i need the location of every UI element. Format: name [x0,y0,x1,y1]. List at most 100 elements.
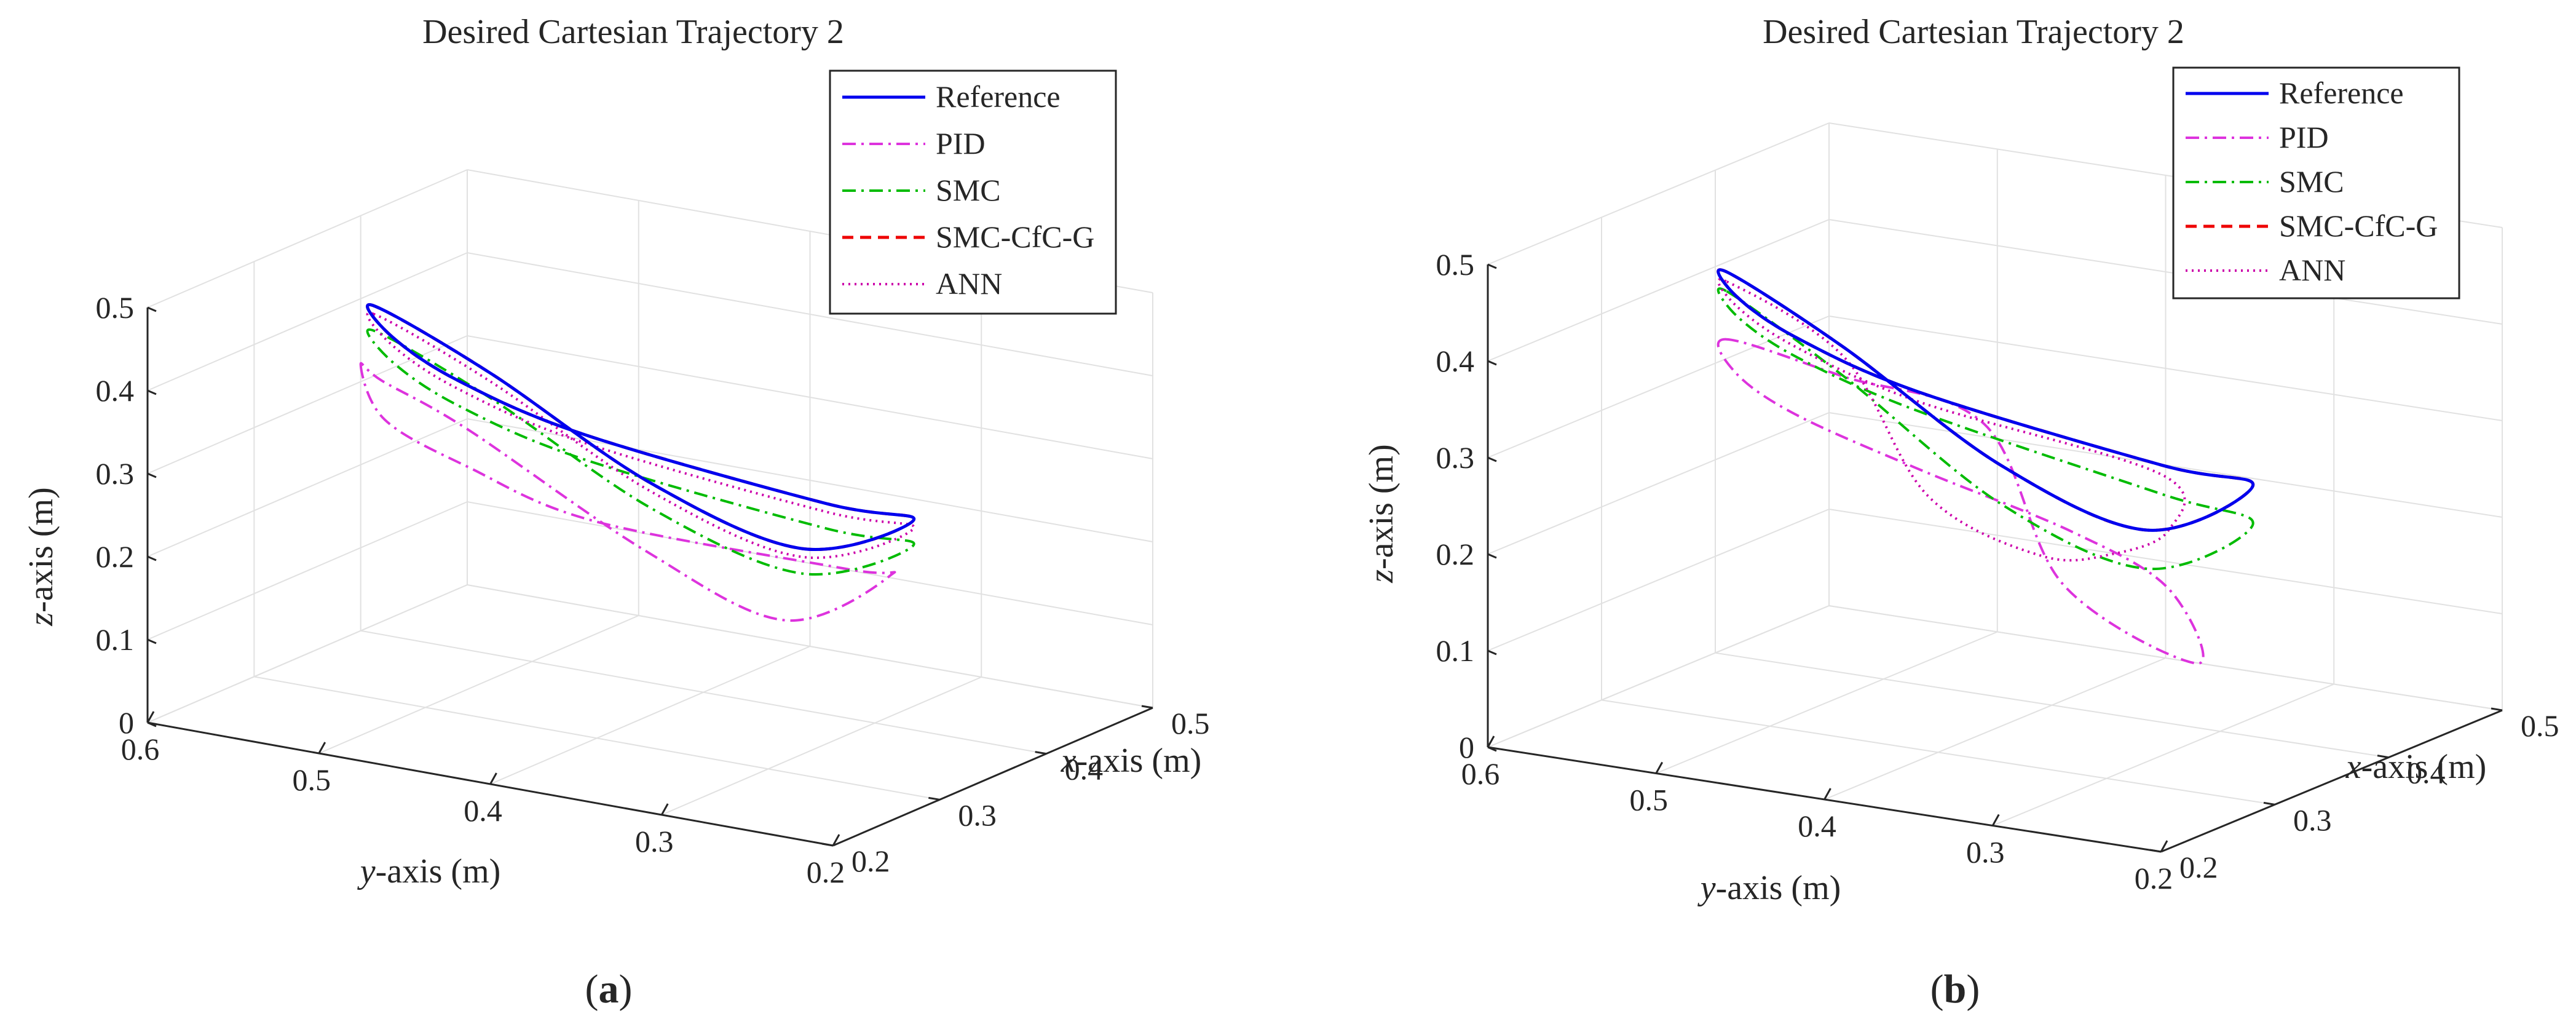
tick-mark [1487,263,1497,269]
y-tick-label: 0.3 [1966,835,2005,870]
x-tick-label: 0.4 [1065,752,1104,787]
floor-grid-line [318,615,639,754]
z-tick-label: 0.4 [1436,344,1475,378]
side-wall-grid-line [1487,412,1830,555]
tick-mark [147,638,157,644]
x-tick-label: 0.5 [1171,706,1210,740]
tick-mark [2149,849,2162,853]
x-axis-line [2160,709,2503,853]
panel-caption: (b) [1930,967,1980,1012]
legend-label-smc-cfc-g: SMC-CfC-G [2279,208,2438,243]
side-wall-grid-line [147,169,468,308]
series-line-pid [359,362,896,622]
floor-grid-line [1992,683,2334,827]
tick-mark [1991,814,2000,827]
y-tick-label: 0.5 [293,763,331,797]
y-tick-label: 0.6 [121,732,160,766]
tick-mark [2160,840,2168,852]
chart-title: Desired Cartesian Trajectory 2 [1763,13,2184,51]
z-tick-label: 0.1 [96,622,135,657]
y-axis-label: y-axis (m) [1697,869,1841,907]
floor-grid-line [1656,631,1998,774]
back-wall-grid-line [1828,315,2503,421]
axis-lines [1487,263,2503,853]
x-tick-label: 0.2 [2179,850,2218,884]
floor-grid-line [1824,657,2166,800]
series-line-smc [1717,287,2254,571]
legend-label-smc: SMC [2279,164,2344,199]
chart-title: Desired Cartesian Trajectory 2 [422,13,844,51]
tick-mark [1487,746,1497,752]
x-tick-label: 0.4 [2407,756,2446,790]
legend: Reference PID SMC SMC-CfC-G ANN [829,69,1117,315]
legend: Reference PID SMC SMC-CfC-G ANN [2172,66,2460,299]
z-tick-label: 0 [1459,730,1474,764]
trajectory-series [359,303,916,622]
side-wall-grid-line [1487,219,1830,362]
back-wall-grid-line [1828,509,2503,614]
tick-mark [147,389,157,395]
side-wall-grid-line [147,418,468,557]
z-axis-label: z-axis (m) [22,487,60,627]
series-line-ann [366,312,915,559]
side-wall-grid-line [147,501,468,640]
floor-grid-line [490,646,810,785]
back-wall-grid-line [467,335,1153,459]
tick-mark [1487,360,1497,366]
side-wall-grid-line [1487,315,1830,458]
series-line-ann [1717,278,2186,562]
z-tick-label: 0.5 [1436,247,1475,282]
x-axis-line [832,707,1153,847]
tick-mark [660,803,669,815]
legend-label-smc-cfc-g: SMC-CfC-G [936,220,1094,254]
side-wall-grid-line [1487,605,1830,748]
back-wall-grid-line [1828,219,2503,325]
axis-lines [146,306,1153,847]
side-wall-grid-line [147,335,468,474]
z-axis-label: z-axis (m) [1362,444,1401,584]
trajectory-series [1717,268,2255,665]
tick-mark [1655,761,1664,774]
tick-mark [1141,705,1153,709]
tick-mark [1487,456,1497,462]
side-wall-grid-line [147,252,468,391]
side-wall-grid-line [147,584,468,723]
legend-label-reference: Reference [2279,76,2404,110]
y-axis-label: y-axis (m) [357,852,501,890]
tick-mark [147,555,157,561]
legend-label-reference: Reference [936,79,1061,114]
y-tick-label: 0.2 [807,855,845,889]
x-tick-label: 0.2 [851,844,890,878]
back-wall-grid-line [467,252,1153,376]
series-line-smc [366,328,915,576]
tick-mark [2491,707,2503,712]
tick-mark [928,796,940,801]
z-tick-label: 0 [119,705,134,740]
tick-mark [2263,801,2275,806]
floor-grid-line [661,676,982,815]
panel-a: 00.10.20.30.40.50.60.50.40.30.2 0.20.30.4… [22,13,1210,1012]
side-wall-grid-line [1487,122,1830,265]
y-tick-label: 0.5 [1630,783,1669,817]
legend-label-pid: PID [936,126,986,161]
legend-label-ann: ANN [2279,253,2345,287]
z-tick-label: 0.5 [96,290,135,325]
tick-mark [1487,736,1495,748]
y-tick-label: 0.4 [1798,809,1836,843]
x-tick-label: 0.5 [2521,708,2559,743]
tick-labels: 00.10.20.30.40.50.60.50.40.30.2 0.20.30.4… [96,290,1210,889]
tick-mark [147,472,157,478]
series-line-reference [366,303,916,551]
tick-mark [318,742,326,754]
y-tick-label: 0.4 [464,793,502,828]
x-tick-label: 0.3 [2293,803,2332,837]
y-tick-label: 0.3 [635,824,674,858]
tick-mark [832,834,840,846]
z-tick-label: 0.2 [96,539,135,574]
back-wall-grid-line [467,584,1153,708]
legend-label-ann: ANN [936,266,1002,301]
side-wall-grid-line [1487,509,1830,651]
back-wall-grid-line [1828,605,2503,711]
tick-mark [821,843,834,847]
